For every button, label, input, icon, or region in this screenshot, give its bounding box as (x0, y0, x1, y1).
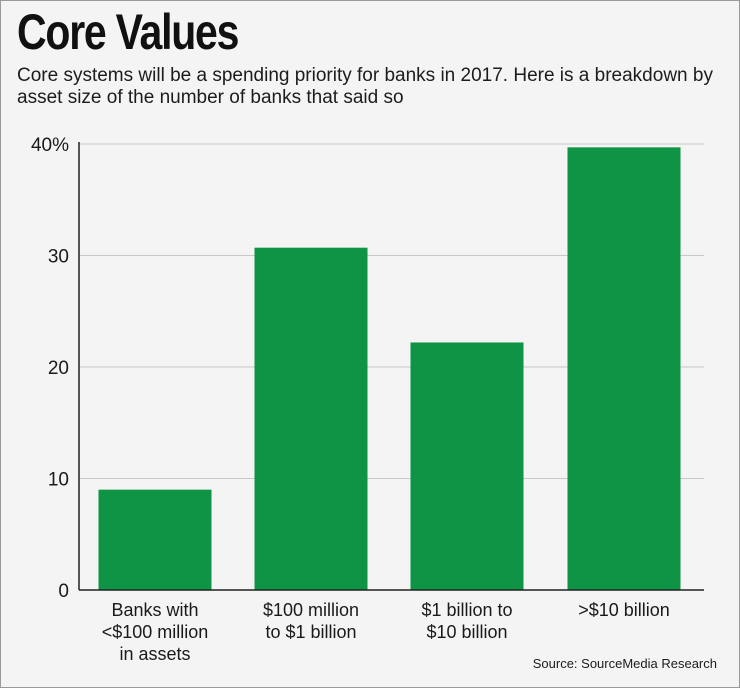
x-category-label-2: $1 billion to $10 billion (421, 600, 512, 642)
x-category-label-1: $100 million to $1 billion (263, 600, 359, 642)
chart-subtitle: Core systems will be a spending priority… (17, 65, 713, 108)
y-tick-label-3: 30 (48, 247, 69, 268)
chart-title: Core Values (17, 4, 239, 60)
source-note: Source: SourceMedia Research (532, 656, 717, 671)
bar-0 (98, 489, 212, 590)
y-tick-label-0: 0 (58, 581, 69, 602)
y-tick-label-4: 40% (31, 135, 69, 156)
y-tick-label-2: 20 (48, 358, 69, 379)
x-category-label-0: Banks with <$100 million in assets (102, 600, 209, 664)
bar-1 (254, 247, 368, 590)
bar-2 (410, 342, 524, 590)
bar-3 (567, 147, 681, 590)
y-tick-label-1: 10 (48, 470, 69, 491)
x-category-label-3: >$10 billion (578, 600, 670, 620)
